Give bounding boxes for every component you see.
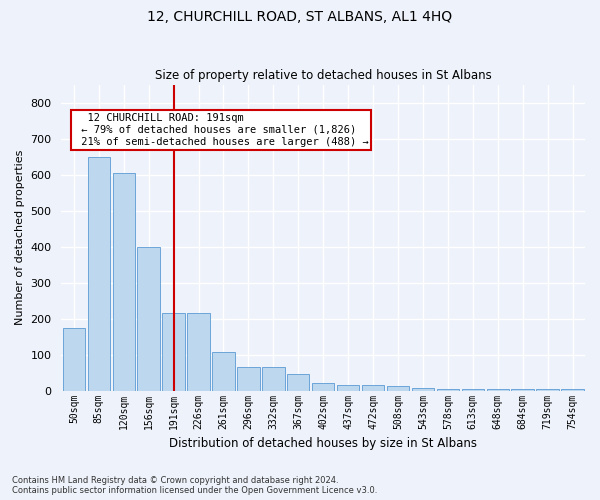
Y-axis label: Number of detached properties: Number of detached properties [15,150,25,326]
Bar [113,173,135,390]
Bar [187,313,210,390]
Text: Contains HM Land Registry data © Crown copyright and database right 2024.
Contai: Contains HM Land Registry data © Crown c… [12,476,377,495]
Title: Size of property relative to detached houses in St Albans: Size of property relative to detached ho… [155,69,491,82]
Bar [262,367,284,390]
Bar [237,367,260,390]
Bar [511,389,534,390]
Bar [62,328,85,390]
Bar [437,389,459,390]
Bar [163,313,185,390]
Bar [337,385,359,390]
Text: 12, CHURCHILL ROAD, ST ALBANS, AL1 4HQ: 12, CHURCHILL ROAD, ST ALBANS, AL1 4HQ [148,10,452,24]
Bar [212,352,235,391]
Bar [362,385,384,390]
Bar [88,156,110,390]
Bar [461,389,484,390]
Bar [137,246,160,390]
Bar [312,384,334,390]
Bar [562,389,584,390]
Bar [536,389,559,390]
X-axis label: Distribution of detached houses by size in St Albans: Distribution of detached houses by size … [169,437,477,450]
Bar [412,388,434,390]
Bar [487,389,509,390]
Bar [287,374,310,390]
Bar [387,386,409,390]
Text: 12 CHURCHILL ROAD: 191sqm  
 ← 79% of detached houses are smaller (1,826)
 21% o: 12 CHURCHILL ROAD: 191sqm ← 79% of detac… [74,114,368,146]
